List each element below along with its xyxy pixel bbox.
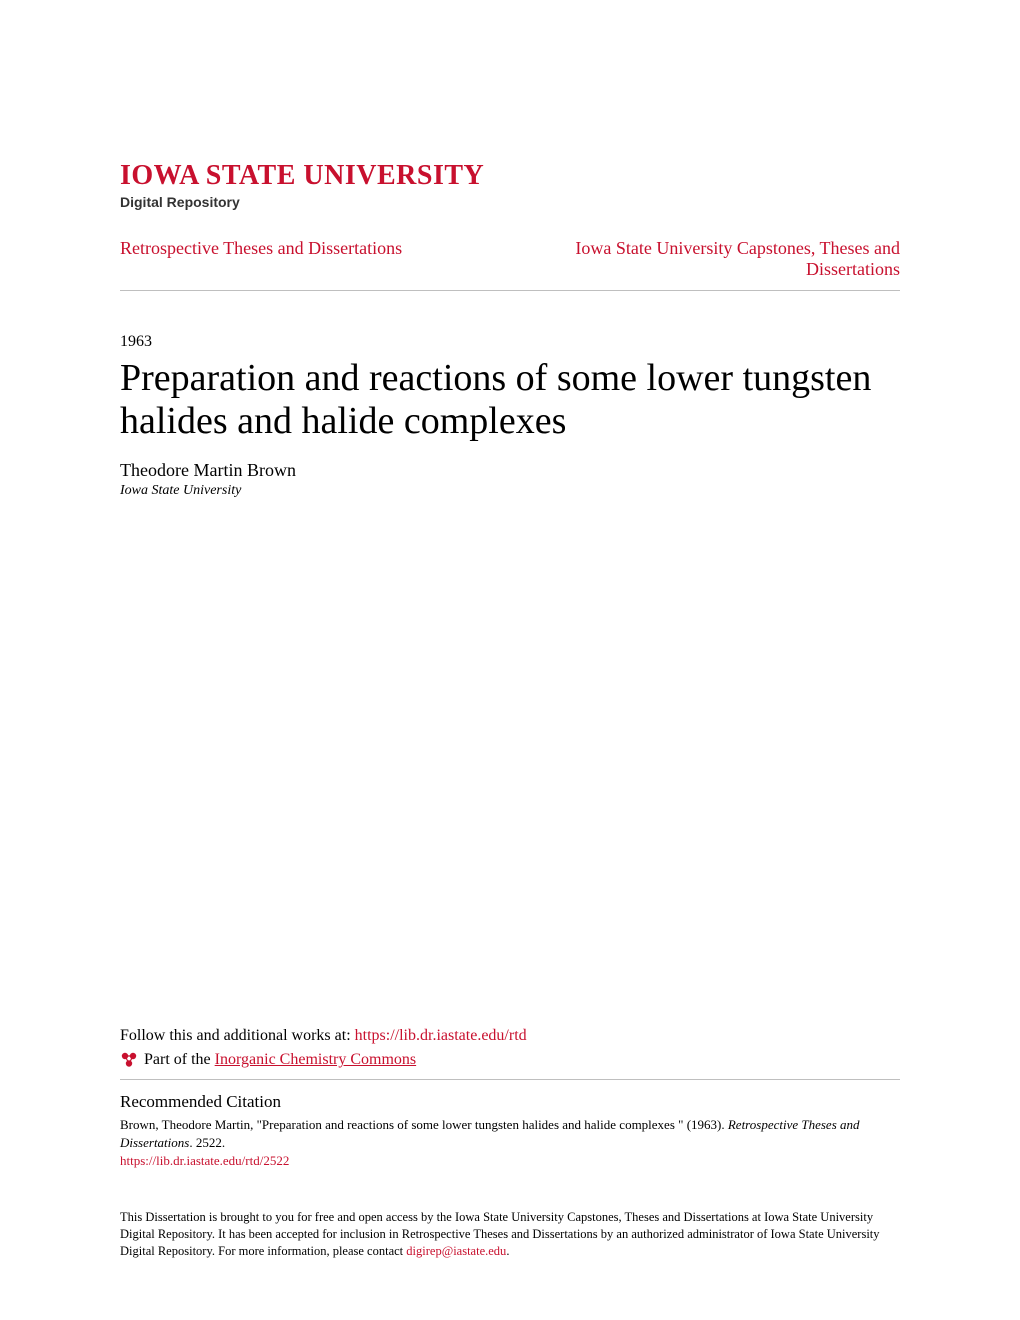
page-container: IOWA STATE UNIVERSITY Digital Repository… [0, 0, 1020, 1320]
logo-sub-text: Digital Repository [120, 194, 900, 210]
paper-title: Preparation and reactions of some lower … [120, 357, 900, 442]
author-name: Theodore Martin Brown [120, 460, 900, 481]
follow-prefix: Follow this and additional works at: [120, 1027, 355, 1044]
breadcrumb-row: Retrospective Theses and Dissertations I… [120, 238, 900, 291]
citation-text-1: Brown, Theodore Martin, "Preparation and… [120, 1117, 728, 1132]
citation-body: Brown, Theodore Martin, "Preparation and… [120, 1116, 900, 1151]
collection-link-left[interactable]: Retrospective Theses and Dissertations [120, 238, 402, 259]
partof-prefix: Part of the [144, 1051, 215, 1068]
follow-line: Follow this and additional works at: htt… [120, 1027, 900, 1045]
follow-block: Follow this and additional works at: htt… [120, 1027, 900, 1080]
collection-link-right[interactable]: Iowa State University Capstones, Theses … [540, 238, 900, 280]
footer-text-2: . [506, 1244, 509, 1258]
contact-email-link[interactable]: digirep@iastate.edu [406, 1244, 506, 1258]
vertical-spacer [120, 499, 900, 1027]
logo-main-text: IOWA STATE UNIVERSITY [120, 160, 900, 192]
citation-heading: Recommended Citation [120, 1092, 900, 1112]
publication-year: 1963 [120, 333, 900, 351]
follow-url-link[interactable]: https://lib.dr.iastate.edu/rtd [355, 1027, 527, 1044]
commons-link[interactable]: Inorganic Chemistry Commons [215, 1051, 416, 1068]
network-icon [120, 1051, 138, 1069]
footer-note: This Dissertation is brought to you for … [120, 1209, 900, 1260]
partof-line: Part of the Inorganic Chemistry Commons [120, 1051, 900, 1069]
citation-block: Recommended Citation Brown, Theodore Mar… [120, 1092, 900, 1169]
citation-url[interactable]: https://lib.dr.iastate.edu/rtd/2522 [120, 1153, 900, 1169]
author-affiliation: Iowa State University [120, 483, 900, 499]
citation-text-2: . 2522. [189, 1135, 225, 1150]
institution-logo: IOWA STATE UNIVERSITY Digital Repository [120, 160, 900, 210]
